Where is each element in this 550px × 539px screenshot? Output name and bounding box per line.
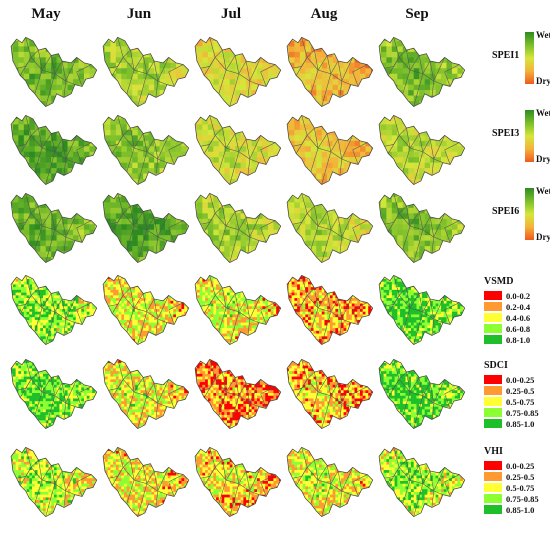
- map-spei3-may: [10, 114, 98, 185]
- map-spei1-jul: [194, 36, 282, 107]
- legend-item-sdci-1: 0.25-0.5: [484, 385, 534, 396]
- legend-dry-label-spei1: Dry: [536, 76, 550, 86]
- legend-class-label: 0.75-0.85: [506, 493, 539, 504]
- legend-dry-label-spei3: Dry: [536, 154, 550, 164]
- legend-class-label: 0.75-0.85: [506, 407, 539, 418]
- legend-wet-label-spei6: Wet: [536, 186, 550, 196]
- month-label-sep: Sep: [405, 6, 429, 22]
- legend-colorbar-spei6: [525, 188, 534, 240]
- month-label-jun: Jun: [126, 6, 152, 22]
- legend-swatch: [484, 324, 502, 333]
- legend-swatch: [484, 335, 502, 344]
- legend-item-vhi-1: 0.25-0.5: [484, 471, 534, 482]
- legend-class-label: 0.5-0.75: [506, 396, 535, 407]
- legend-title-spei1: SPEI1: [492, 50, 520, 61]
- legend-swatch: [484, 397, 502, 406]
- legend-item-vsmd-0: 0.0-0.2: [484, 290, 530, 301]
- map-vhi-jul: [194, 446, 282, 517]
- map-spei6-may: [10, 192, 98, 263]
- legend-class-label: 0.25-0.5: [506, 471, 535, 482]
- legend-wet-label-spei3: Wet: [536, 108, 550, 118]
- map-spei6-jul: [194, 192, 282, 263]
- map-vsmd-sep: [378, 274, 466, 345]
- legend-swatch: [484, 505, 502, 514]
- map-sdci-aug: [286, 358, 374, 429]
- map-spei3-aug: [286, 114, 374, 185]
- legend-item-sdci-3: 0.75-0.85: [484, 407, 539, 418]
- map-spei6-aug: [286, 192, 374, 263]
- legend-class-label: 0.8-1.0: [506, 334, 531, 345]
- map-sdci-jun: [102, 358, 190, 429]
- map-spei3-jun: [102, 114, 190, 185]
- legend-swatch: [484, 494, 502, 503]
- legend-item-vsmd-3: 0.6-0.8: [484, 323, 530, 334]
- legend-item-vsmd-1: 0.2-0.4: [484, 301, 530, 312]
- map-sdci-jul: [194, 358, 282, 429]
- map-spei3-sep: [378, 114, 466, 185]
- month-label-may: May: [31, 6, 61, 22]
- legend-swatch: [484, 291, 502, 300]
- legend-class-label: 0.2-0.4: [506, 301, 531, 312]
- legend-swatch: [484, 302, 502, 311]
- month-label-jul: Jul: [220, 6, 241, 22]
- legend-class-label: 0.0-0.25: [506, 374, 535, 385]
- legend-class-label: 0.6-0.8: [506, 323, 531, 334]
- map-vsmd-may: [10, 274, 98, 345]
- legend-swatch: [484, 419, 502, 428]
- legend-item-vhi-0: 0.0-0.25: [484, 460, 534, 471]
- legend-colorbar-spei3: [525, 110, 534, 162]
- map-vhi-sep: [378, 446, 466, 517]
- legend-swatch: [484, 461, 502, 470]
- legend-class-label: 0.85-1.0: [506, 418, 535, 429]
- legend-class-label: 0.0-0.25: [506, 460, 535, 471]
- legend-title-vsmd: VSMD: [484, 276, 514, 287]
- map-spei3-jul: [194, 114, 282, 185]
- legend-item-sdci-4: 0.85-1.0: [484, 418, 534, 429]
- map-spei1-jun: [102, 36, 190, 107]
- map-vsmd-aug: [286, 274, 374, 345]
- legend-title-vhi: VHI: [484, 446, 503, 457]
- legend-dry-label-spei6: Dry: [536, 232, 550, 242]
- legend-class-label: 0.25-0.5: [506, 385, 535, 396]
- legend-class-label: 0.85-1.0: [506, 504, 535, 515]
- map-sdci-sep: [378, 358, 466, 429]
- legend-item-vhi-2: 0.5-0.75: [484, 482, 534, 493]
- legend-swatch: [484, 386, 502, 395]
- legend-swatch: [484, 313, 502, 322]
- map-spei1-sep: [378, 36, 466, 107]
- map-vsmd-jul: [194, 274, 282, 345]
- legend-class-label: 0.4-0.6: [506, 312, 531, 323]
- map-spei6-sep: [378, 192, 466, 263]
- month-label-aug: Aug: [310, 6, 338, 22]
- map-spei1-aug: [286, 36, 374, 107]
- legend-swatch: [484, 472, 502, 481]
- legend-class-label: 0.5-0.75: [506, 482, 535, 493]
- map-spei6-jun: [102, 192, 190, 263]
- legend-item-vhi-4: 0.85-1.0: [484, 504, 534, 515]
- legend-colorbar-spei1: [525, 32, 534, 84]
- legend-title-sdci: SDCI: [484, 360, 508, 371]
- map-spei1-may: [10, 36, 98, 107]
- map-vhi-may: [10, 446, 98, 517]
- legend-item-vsmd-2: 0.4-0.6: [484, 312, 530, 323]
- map-vsmd-jun: [102, 274, 190, 345]
- legend-class-label: 0.0-0.2: [506, 290, 531, 301]
- legend-swatch: [484, 408, 502, 417]
- legend-title-spei6: SPEI6: [492, 206, 520, 217]
- legend-title-spei3: SPEI3: [492, 128, 520, 139]
- map-vhi-jun: [102, 446, 190, 517]
- map-sdci-may: [10, 358, 98, 429]
- legend-swatch: [484, 483, 502, 492]
- legend-item-vsmd-4: 0.8-1.0: [484, 334, 530, 345]
- legend-item-sdci-0: 0.0-0.25: [484, 374, 534, 385]
- legend-item-sdci-2: 0.5-0.75: [484, 396, 534, 407]
- map-vhi-aug: [286, 446, 374, 517]
- legend-item-vhi-3: 0.75-0.85: [484, 493, 539, 504]
- legend-wet-label-spei1: Wet: [536, 30, 550, 40]
- legend-swatch: [484, 375, 502, 384]
